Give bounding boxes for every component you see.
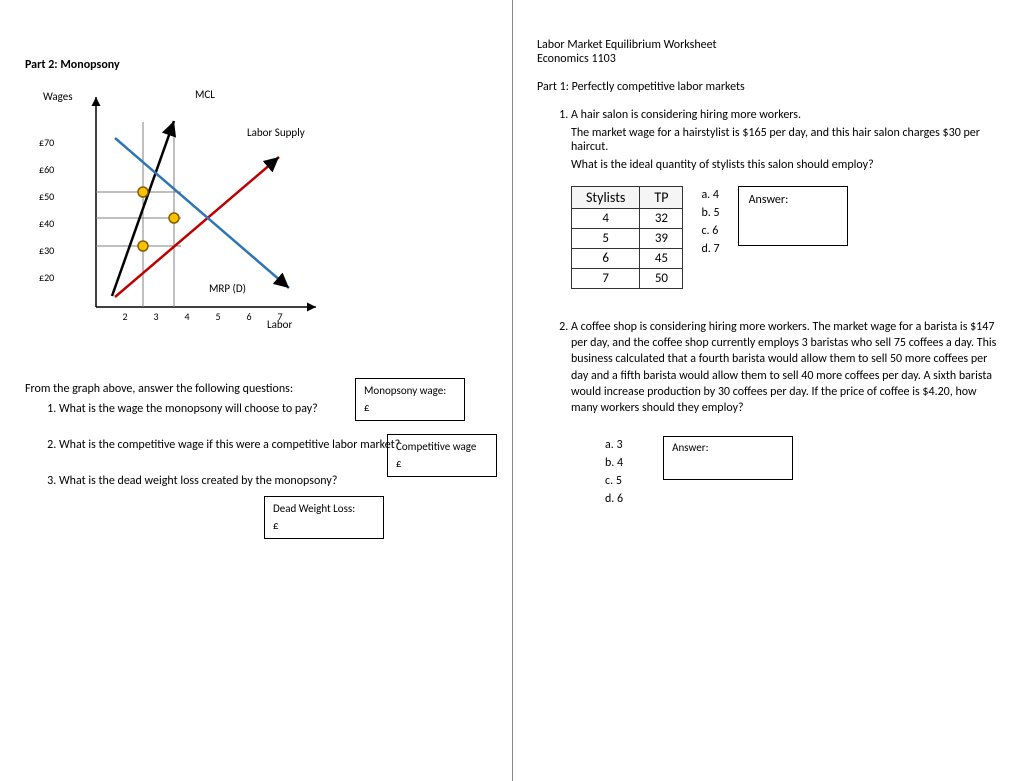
left-q2: What is the competitive wage if this wer… [59,438,487,452]
ytick-50: £50 [39,190,54,203]
q2-answer-box[interactable]: Answer: [663,436,793,480]
left-q1-text: What is the wage the monopsony will choo… [59,402,318,416]
table-cell: 45 [640,249,683,269]
svg-text:6: 6 [246,310,251,323]
table-row: 432 [572,209,683,229]
table-cell: 32 [640,209,683,229]
competitive-box-title: Competitive wage [396,440,476,453]
choice: b. 4 [605,454,623,472]
q2-text: A coffee shop is considering hiring more… [571,319,999,416]
x-axis-label: Labor [267,318,292,331]
q1-line3: What is the ideal quantity of stylists t… [571,158,999,172]
dwl-box-currency: £ [273,519,279,532]
svg-text:5: 5 [215,310,220,323]
choice: b. 5 [701,204,719,222]
part1-label: Part 1: Perfectly competitive labor mark… [537,80,999,94]
ytick-30: £30 [39,244,54,257]
svg-text:2: 2 [122,310,127,323]
table-row: 539 [572,229,683,249]
q1-answer-label: Answer: [749,193,789,207]
table-cell: 5 [572,229,640,249]
right-q1: A hair salon is considering hiring more … [571,108,999,289]
choice: c. 5 [605,472,623,490]
competitive-wage-box[interactable]: Competitive wage £ [387,434,497,477]
table-row: 750 [572,269,683,289]
left-q3-text: What is the dead weight loss created by … [59,474,337,488]
monopsony-box-currency: £ [364,401,370,414]
q1-line1: A hair salon is considering hiring more … [571,108,999,122]
competitive-box-currency: £ [396,457,402,470]
dwl-box-title: Dead Weight Loss: [273,502,355,515]
right-q2: A coffee shop is considering hiring more… [571,319,999,508]
choice: a. 3 [605,436,623,454]
ytick-40: £40 [39,217,54,230]
choice: a. 4 [701,186,719,204]
table-cell: 7 [572,269,640,289]
dwl-box[interactable]: Dead Weight Loss: £ [264,496,384,539]
q1-data-row: StylistsTP 432539645750 a. 4b. 5c. 6d. 7… [571,186,999,289]
choice: d. 7 [701,240,719,258]
page-right: Labor Market Equilibrium Worksheet Econo… [512,0,1024,781]
q1-choices: a. 4b. 5c. 6d. 7 [701,186,719,258]
q1-table: StylistsTP 432539645750 [571,186,683,289]
q2-answer-label: Answer: [672,441,708,454]
table-cell: 39 [640,229,683,249]
worksheet-title: Labor Market Equilibrium Worksheet [537,38,999,52]
choice: c. 6 [701,222,719,240]
left-q2-text: What is the competitive wage if this wer… [59,438,400,452]
monopsony-box-title: Monopsony wage: [364,384,446,397]
left-q3: What is the dead weight loss created by … [59,474,487,488]
left-questions-wrap: From the graph above, answer the followi… [25,382,487,488]
svg-text:4: 4 [184,310,189,323]
monopsony-chart: Wages £70 £60 £50 £40 £30 £20 MCL Labor … [47,92,347,342]
table-cell: 50 [640,269,683,289]
worksheet-subtitle: Economics 1103 [537,52,999,66]
ytick-70: £70 [39,136,54,149]
ytick-60: £60 [39,163,54,176]
table-header: TP [640,187,683,209]
table-header: Stylists [572,187,640,209]
right-question-list: A hair salon is considering hiring more … [537,108,999,508]
q1-line2: The market wage for a hairstylist is $16… [571,126,999,154]
page-left: Part 2: Monopsony Wages £70 £60 £50 £40 … [0,0,512,781]
ytick-20: £20 [39,271,54,284]
table-cell: 4 [572,209,640,229]
choice: d. 6 [605,490,623,508]
table-cell: 6 [572,249,640,269]
svg-text:3: 3 [153,310,158,323]
part2-title: Part 2: Monopsony [25,58,487,72]
table-row: 645 [572,249,683,269]
q2-choices: a. 3b. 4c. 5d. 6 [605,436,623,508]
q1-answer-box[interactable]: Answer: [738,186,848,246]
monopsony-wage-box[interactable]: Monopsony wage: £ [355,378,465,421]
